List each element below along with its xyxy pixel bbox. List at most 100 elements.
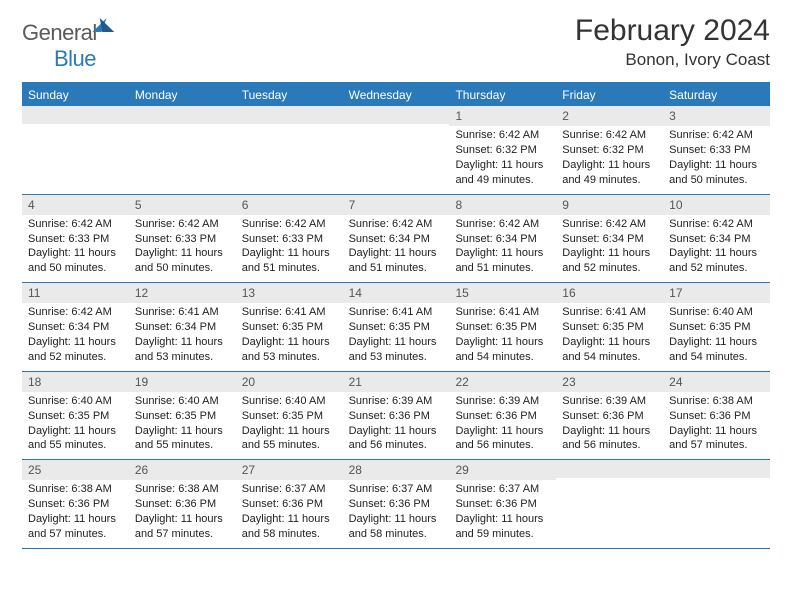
day-details: Sunrise: 6:41 AMSunset: 6:35 PMDaylight:… — [343, 303, 450, 370]
sunset-text: Sunset: 6:34 PM — [669, 232, 764, 247]
sunset-text: Sunset: 6:35 PM — [135, 409, 230, 424]
weekday-header-row: SundayMondayTuesdayWednesdayThursdayFrid… — [22, 84, 770, 106]
sunrise-text: Sunrise: 6:39 AM — [349, 394, 444, 409]
day-details: Sunrise: 6:39 AMSunset: 6:36 PMDaylight:… — [449, 392, 556, 459]
title-block: February 2024 Bonon, Ivory Coast — [575, 14, 770, 70]
sunrise-text: Sunrise: 6:42 AM — [28, 305, 123, 320]
sunset-text: Sunset: 6:36 PM — [562, 409, 657, 424]
sunset-text: Sunset: 6:36 PM — [135, 497, 230, 512]
weeks-container: 1Sunrise: 6:42 AMSunset: 6:32 PMDaylight… — [22, 106, 770, 549]
calendar-day-cell: 10Sunrise: 6:42 AMSunset: 6:34 PMDayligh… — [663, 195, 770, 283]
sunrise-text: Sunrise: 6:42 AM — [562, 217, 657, 232]
daylight-text: Daylight: 11 hours and 55 minutes. — [242, 424, 337, 454]
day-details: Sunrise: 6:40 AMSunset: 6:35 PMDaylight:… — [236, 392, 343, 459]
day-details: Sunrise: 6:42 AMSunset: 6:32 PMDaylight:… — [556, 126, 663, 193]
location-subtitle: Bonon, Ivory Coast — [575, 50, 770, 70]
sunrise-text: Sunrise: 6:37 AM — [455, 482, 550, 497]
sunrise-text: Sunrise: 6:42 AM — [669, 128, 764, 143]
weekday-header: Thursday — [449, 84, 556, 106]
sunset-text: Sunset: 6:33 PM — [242, 232, 337, 247]
day-number: 4 — [22, 195, 129, 215]
sunrise-text: Sunrise: 6:42 AM — [135, 217, 230, 232]
day-number: 28 — [343, 460, 450, 480]
calendar-day-cell: 14Sunrise: 6:41 AMSunset: 6:35 PMDayligh… — [343, 283, 450, 371]
brand-part1: General — [22, 20, 97, 45]
daylight-text: Daylight: 11 hours and 54 minutes. — [669, 335, 764, 365]
daylight-text: Daylight: 11 hours and 49 minutes. — [562, 158, 657, 188]
calendar-day-cell — [343, 106, 450, 194]
sunrise-text: Sunrise: 6:39 AM — [455, 394, 550, 409]
day-details: Sunrise: 6:40 AMSunset: 6:35 PMDaylight:… — [22, 392, 129, 459]
weekday-header: Sunday — [22, 84, 129, 106]
daylight-text: Daylight: 11 hours and 56 minutes. — [455, 424, 550, 454]
sunset-text: Sunset: 6:33 PM — [669, 143, 764, 158]
day-details: Sunrise: 6:38 AMSunset: 6:36 PMDaylight:… — [22, 480, 129, 547]
calendar-day-cell: 4Sunrise: 6:42 AMSunset: 6:33 PMDaylight… — [22, 195, 129, 283]
daylight-text: Daylight: 11 hours and 52 minutes. — [669, 246, 764, 276]
sunset-text: Sunset: 6:34 PM — [349, 232, 444, 247]
sunrise-text: Sunrise: 6:42 AM — [28, 217, 123, 232]
daylight-text: Daylight: 11 hours and 50 minutes. — [28, 246, 123, 276]
sunrise-text: Sunrise: 6:41 AM — [242, 305, 337, 320]
daylight-text: Daylight: 11 hours and 56 minutes. — [349, 424, 444, 454]
daylight-text: Daylight: 11 hours and 53 minutes. — [242, 335, 337, 365]
weekday-header: Monday — [129, 84, 236, 106]
day-details: Sunrise: 6:39 AMSunset: 6:36 PMDaylight:… — [556, 392, 663, 459]
day-number — [663, 460, 770, 478]
day-details: Sunrise: 6:41 AMSunset: 6:35 PMDaylight:… — [556, 303, 663, 370]
calendar-day-cell — [663, 460, 770, 548]
day-details — [22, 124, 129, 186]
day-details: Sunrise: 6:37 AMSunset: 6:36 PMDaylight:… — [236, 480, 343, 547]
day-number: 21 — [343, 372, 450, 392]
page-title: February 2024 — [575, 14, 770, 48]
day-details: Sunrise: 6:42 AMSunset: 6:34 PMDaylight:… — [663, 215, 770, 282]
day-number: 19 — [129, 372, 236, 392]
sunset-text: Sunset: 6:36 PM — [669, 409, 764, 424]
day-details: Sunrise: 6:37 AMSunset: 6:36 PMDaylight:… — [343, 480, 450, 547]
daylight-text: Daylight: 11 hours and 49 minutes. — [455, 158, 550, 188]
day-details: Sunrise: 6:42 AMSunset: 6:32 PMDaylight:… — [449, 126, 556, 193]
day-number — [343, 106, 450, 124]
calendar-day-cell: 18Sunrise: 6:40 AMSunset: 6:35 PMDayligh… — [22, 372, 129, 460]
calendar-day-cell: 19Sunrise: 6:40 AMSunset: 6:35 PMDayligh… — [129, 372, 236, 460]
calendar-day-cell: 9Sunrise: 6:42 AMSunset: 6:34 PMDaylight… — [556, 195, 663, 283]
calendar-day-cell: 6Sunrise: 6:42 AMSunset: 6:33 PMDaylight… — [236, 195, 343, 283]
sunset-text: Sunset: 6:35 PM — [28, 409, 123, 424]
day-number: 5 — [129, 195, 236, 215]
daylight-text: Daylight: 11 hours and 53 minutes. — [349, 335, 444, 365]
day-number: 29 — [449, 460, 556, 480]
sunset-text: Sunset: 6:34 PM — [562, 232, 657, 247]
calendar-day-cell: 7Sunrise: 6:42 AMSunset: 6:34 PMDaylight… — [343, 195, 450, 283]
calendar-day-cell: 17Sunrise: 6:40 AMSunset: 6:35 PMDayligh… — [663, 283, 770, 371]
day-number: 15 — [449, 283, 556, 303]
daylight-text: Daylight: 11 hours and 57 minutes. — [28, 512, 123, 542]
day-number: 7 — [343, 195, 450, 215]
calendar-day-cell: 25Sunrise: 6:38 AMSunset: 6:36 PMDayligh… — [22, 460, 129, 548]
brand-part2: Blue — [54, 46, 96, 71]
sunrise-text: Sunrise: 6:41 AM — [455, 305, 550, 320]
sunset-text: Sunset: 6:34 PM — [28, 320, 123, 335]
sunset-text: Sunset: 6:35 PM — [669, 320, 764, 335]
day-details: Sunrise: 6:41 AMSunset: 6:35 PMDaylight:… — [236, 303, 343, 370]
daylight-text: Daylight: 11 hours and 51 minutes. — [349, 246, 444, 276]
day-number: 23 — [556, 372, 663, 392]
sunrise-text: Sunrise: 6:37 AM — [349, 482, 444, 497]
daylight-text: Daylight: 11 hours and 58 minutes. — [349, 512, 444, 542]
calendar-day-cell: 8Sunrise: 6:42 AMSunset: 6:34 PMDaylight… — [449, 195, 556, 283]
weekday-header: Tuesday — [236, 84, 343, 106]
sunrise-text: Sunrise: 6:42 AM — [669, 217, 764, 232]
daylight-text: Daylight: 11 hours and 57 minutes. — [135, 512, 230, 542]
day-number: 18 — [22, 372, 129, 392]
daylight-text: Daylight: 11 hours and 52 minutes. — [28, 335, 123, 365]
day-number: 26 — [129, 460, 236, 480]
calendar-day-cell — [236, 106, 343, 194]
sunset-text: Sunset: 6:35 PM — [242, 409, 337, 424]
calendar-day-cell: 24Sunrise: 6:38 AMSunset: 6:36 PMDayligh… — [663, 372, 770, 460]
day-details: Sunrise: 6:39 AMSunset: 6:36 PMDaylight:… — [343, 392, 450, 459]
calendar-day-cell: 16Sunrise: 6:41 AMSunset: 6:35 PMDayligh… — [556, 283, 663, 371]
sunset-text: Sunset: 6:36 PM — [349, 409, 444, 424]
day-number — [556, 460, 663, 478]
day-details: Sunrise: 6:42 AMSunset: 6:33 PMDaylight:… — [663, 126, 770, 193]
day-number: 20 — [236, 372, 343, 392]
sunset-text: Sunset: 6:34 PM — [455, 232, 550, 247]
